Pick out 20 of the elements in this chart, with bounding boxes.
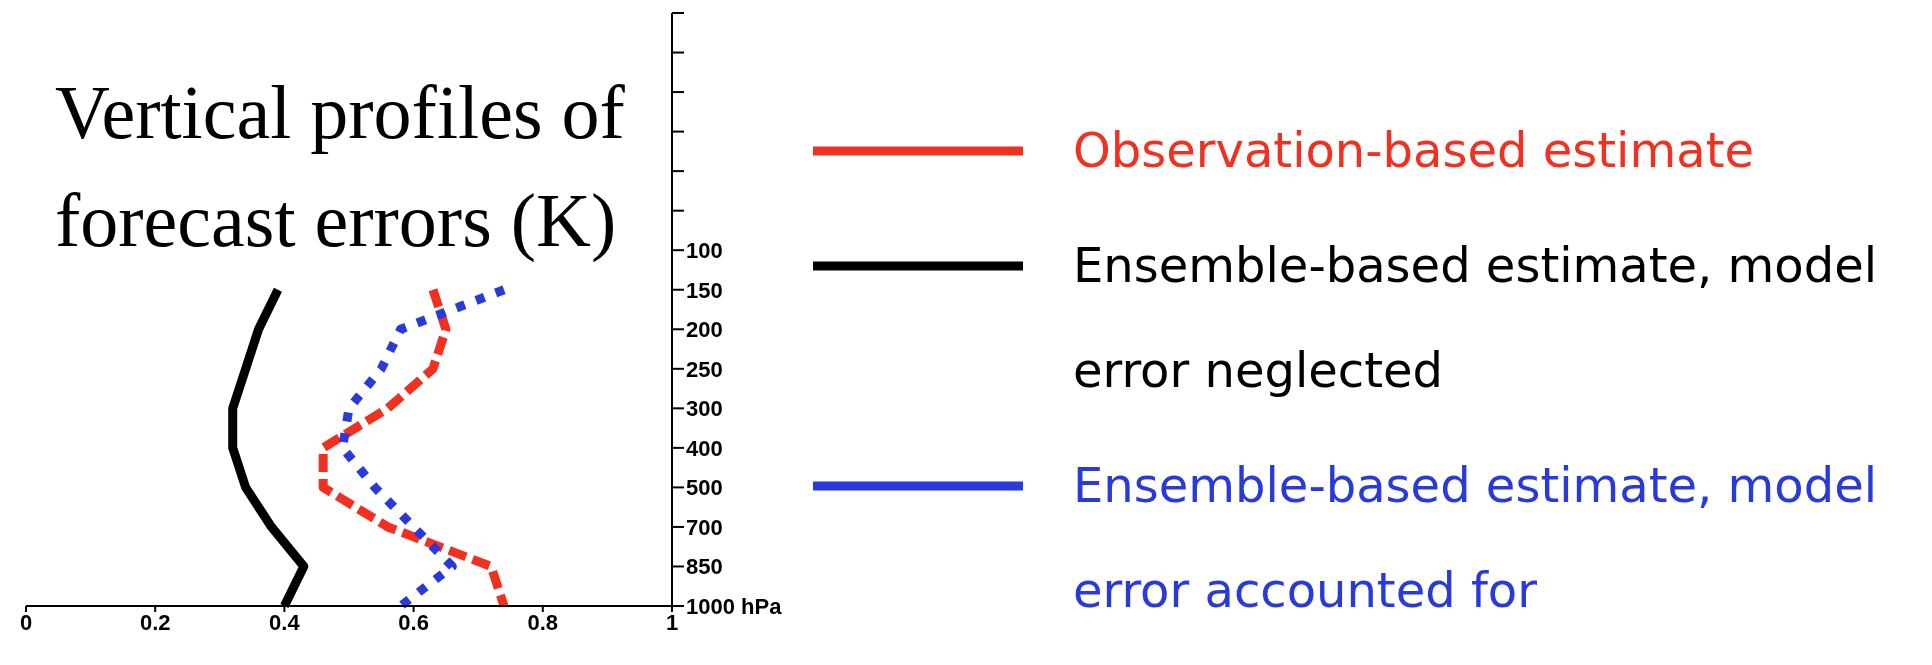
y-tick-label: 850 bbox=[686, 554, 723, 580]
x-tick-label: 0.6 bbox=[398, 609, 429, 635]
x-tick-label: 1 bbox=[665, 609, 679, 635]
y-tick-label: 250 bbox=[686, 356, 723, 382]
x-tick-label: 0 bbox=[19, 609, 33, 635]
legend-label: Ensemble-based estimate, model error accounted for bbox=[1073, 456, 1879, 620]
y-tick-label: 400 bbox=[686, 435, 723, 461]
y-tick-label: 700 bbox=[686, 514, 723, 540]
y-tick-label: 300 bbox=[686, 396, 723, 422]
y-tick-label: 150 bbox=[686, 277, 723, 303]
y-tick-label: 1000 hPa bbox=[686, 593, 783, 619]
y-tick-label: 100 bbox=[686, 238, 723, 264]
x-tick-label: 0.8 bbox=[527, 609, 559, 635]
legend-label: Ensemble-based estimate, model error neglected bbox=[1073, 236, 1879, 400]
x-tick-label: 0.4 bbox=[269, 609, 301, 635]
legend-label: Observation-based estimate bbox=[1073, 121, 1755, 180]
x-tick-label: 0.2 bbox=[139, 609, 171, 635]
y-tick-label: 200 bbox=[686, 317, 723, 343]
text: Vertical profiles of forecast errors (K) bbox=[55, 70, 625, 262]
y-tick-label: 500 bbox=[686, 475, 723, 501]
